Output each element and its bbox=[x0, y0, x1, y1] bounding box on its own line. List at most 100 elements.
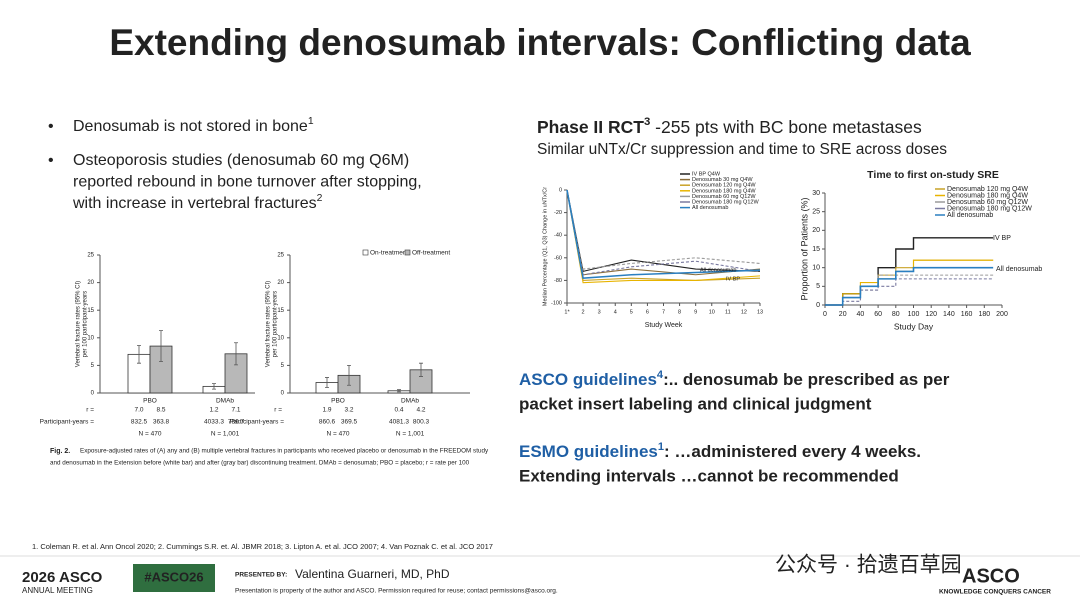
bullet: • bbox=[48, 152, 54, 169]
x-tick-label: 1* bbox=[564, 309, 570, 315]
legend-swatch bbox=[362, 249, 369, 256]
error-bar bbox=[212, 383, 216, 390]
text-span: Phase II RCT bbox=[537, 117, 644, 137]
y-tick-label: 25 bbox=[277, 253, 284, 259]
y-tick-label: -80 bbox=[554, 278, 562, 284]
participant-years: 4033.3 bbox=[204, 419, 224, 426]
group-label: DMAb bbox=[216, 398, 234, 405]
y-tick-label: 15 bbox=[87, 308, 94, 314]
superscript: 4 bbox=[657, 369, 664, 381]
meeting-sub: ANNUAL MEETING bbox=[22, 586, 93, 595]
y-tick-label: 15 bbox=[277, 308, 284, 314]
legend-label: Denosumab 60 mg Q12W bbox=[947, 199, 1028, 206]
y-tick-label: -40 bbox=[554, 233, 562, 239]
participant-years: 832.5 bbox=[131, 419, 148, 426]
error-bar bbox=[347, 365, 351, 386]
caption: Exposure-adjusted rates of (A) any and (… bbox=[80, 448, 489, 455]
disclaimer: Presentation is property of the author a… bbox=[235, 588, 558, 595]
guideline: ESMO guidelines1: …administered every 4 … bbox=[519, 441, 921, 462]
x-tick-label: 140 bbox=[943, 311, 955, 318]
x-axis-label: Study Day bbox=[894, 321, 934, 331]
x-tick-label: 4 bbox=[614, 309, 617, 315]
y-tick-label: 5 bbox=[281, 363, 285, 369]
y-tick-label: 5 bbox=[816, 283, 820, 290]
x-tick-label: 13 bbox=[757, 309, 763, 315]
group-label: PBO bbox=[143, 398, 157, 405]
meeting: 2026 ASCO bbox=[22, 569, 103, 586]
x-tick-label: 160 bbox=[961, 311, 973, 318]
y-tick-label: 20 bbox=[812, 227, 820, 234]
x-tick-label: 8 bbox=[678, 309, 681, 315]
y-axis-label: per 100 participant-years bbox=[83, 291, 89, 357]
annotation: All denosumab bbox=[700, 267, 736, 273]
x-axis-label: Study Week bbox=[645, 322, 683, 329]
rate-label: 0.4 bbox=[394, 407, 403, 414]
legend-label: Denosumab 120 mg Q4W bbox=[947, 186, 1028, 193]
x-tick-label: 80 bbox=[892, 311, 900, 318]
legend-label: IV BP Q4W bbox=[692, 171, 721, 177]
text-span: ESMO guidelines bbox=[519, 442, 658, 461]
y-tick-label: -60 bbox=[554, 255, 562, 261]
series-line bbox=[566, 189, 761, 279]
y-axis-label: Vertebral fracture rates (95% CI) bbox=[266, 281, 272, 367]
rate-label: 4.2 bbox=[416, 407, 425, 414]
text-span: : …administered every 4 weeks. bbox=[664, 442, 921, 461]
legend-swatch bbox=[404, 249, 411, 256]
superscript: 2 bbox=[317, 193, 323, 204]
y-tick-label: 20 bbox=[87, 280, 94, 286]
y-tick-label: 10 bbox=[812, 265, 820, 272]
row-label: r = bbox=[86, 407, 94, 414]
text-span: with increase in vertebral fractures bbox=[72, 195, 317, 212]
participant-years: 786.7 bbox=[228, 419, 245, 426]
y-tick-label: 20 bbox=[277, 280, 284, 286]
caption-label: Fig. 2. bbox=[50, 448, 70, 455]
x-tick-label: 20 bbox=[839, 311, 847, 318]
error-bar bbox=[419, 362, 423, 377]
participant-years: 369.5 bbox=[341, 419, 358, 426]
superscript: 3 bbox=[644, 116, 650, 128]
y-axis-label: Vertebral fracture rates (95% CI) bbox=[76, 281, 82, 367]
x-tick-label: 6 bbox=[646, 309, 649, 315]
y-axis-label: Proportion of Patients (%) bbox=[799, 197, 809, 300]
participant-years: 363.8 bbox=[153, 419, 170, 426]
x-tick-label: 9 bbox=[694, 309, 697, 315]
rct-subtitle: Similar uNTx/Cr suppression and time to … bbox=[537, 141, 947, 158]
text-span: -255 pts with BC bone metastases bbox=[650, 117, 922, 137]
y-axis-label: Median Percentage (Q1, Q3) Change in uNT… bbox=[542, 187, 548, 306]
legend-label: On-treatment bbox=[370, 250, 408, 257]
legend-label: All denosumab bbox=[947, 212, 993, 219]
y-tick-label: 25 bbox=[87, 253, 94, 259]
row-label: Participant-years = bbox=[230, 419, 285, 426]
slide-title: Extending denosumab intervals: Conflicti… bbox=[109, 22, 971, 63]
error-bar bbox=[137, 345, 141, 364]
x-tick-label: 120 bbox=[925, 311, 937, 318]
bullet-text: Osteoporosis studies (denosumab 60 mg Q6… bbox=[73, 152, 409, 169]
group-n: N = 1,001 bbox=[396, 431, 425, 438]
group-label: DMAb bbox=[401, 398, 419, 405]
legend-label: Off-treatment bbox=[412, 250, 450, 257]
legend-label: Denosumab 120 mg Q4W bbox=[692, 183, 756, 189]
bullet-text: reported rebound in bone turnover after … bbox=[73, 174, 422, 191]
legend-label: Denosumab 180 mg Q12W bbox=[692, 199, 759, 205]
error-bar bbox=[325, 377, 329, 388]
legend-label: Denosumab 180 mg Q12W bbox=[947, 205, 1032, 212]
text-span: ASCO guidelines bbox=[519, 370, 657, 389]
error-bar bbox=[234, 342, 238, 366]
y-tick-label: 25 bbox=[812, 209, 820, 216]
legend-label: Denosumab 180 mg Q4W bbox=[947, 192, 1028, 199]
participant-years: 860.6 bbox=[319, 419, 336, 426]
caption: and denosumab in the Extension before (w… bbox=[50, 460, 470, 467]
superscript: 1 bbox=[658, 441, 664, 453]
error-bar bbox=[397, 389, 401, 393]
y-tick-label: 5 bbox=[91, 363, 95, 369]
rate-label: 7.0 bbox=[134, 407, 143, 414]
hashtag-box bbox=[133, 564, 215, 592]
participant-years: 4081.3 bbox=[389, 419, 409, 426]
guideline: packet insert labeling and clinical judg… bbox=[519, 394, 872, 413]
row-label: r = bbox=[274, 407, 282, 414]
x-tick-label: 100 bbox=[908, 311, 920, 318]
bullet-text: with increase in vertebral fractures2 bbox=[72, 193, 323, 212]
rct-heading: Phase II RCT3 -255 pts with BC bone meta… bbox=[537, 116, 922, 137]
